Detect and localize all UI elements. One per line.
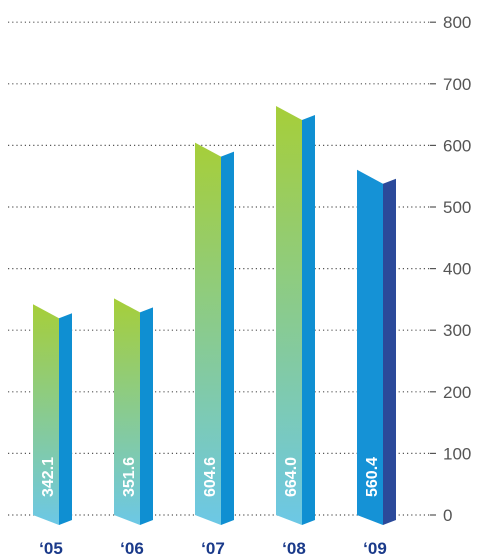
category-label: ‘09 xyxy=(363,539,387,558)
bar-side xyxy=(383,178,396,526)
bar-front xyxy=(114,298,140,525)
data-label: 560.4 xyxy=(364,457,381,497)
bar-side xyxy=(221,151,234,525)
y-tick-label: 800 xyxy=(443,13,471,32)
bar-side xyxy=(140,307,153,525)
y-tick-label: 0 xyxy=(443,506,452,525)
y-tick-label: 500 xyxy=(443,198,471,217)
category-label: ‘05 xyxy=(39,539,63,558)
y-tick-label: 400 xyxy=(443,260,471,279)
category-label: ‘08 xyxy=(282,539,306,558)
y-tick-label: 700 xyxy=(443,75,471,94)
data-label: 664.0 xyxy=(283,457,300,497)
y-tick-label: 300 xyxy=(443,321,471,340)
data-label: 342.1 xyxy=(40,457,57,497)
y-tick-label: 200 xyxy=(443,383,471,402)
data-label: 351.6 xyxy=(121,457,138,497)
bar-side xyxy=(302,114,315,525)
category-label: ‘06 xyxy=(120,539,144,558)
category-label: ‘07 xyxy=(201,539,225,558)
bars xyxy=(33,105,396,526)
y-tick-label: 100 xyxy=(443,444,471,463)
bar-front xyxy=(33,304,59,525)
y-tick-label: 600 xyxy=(443,136,471,155)
bar-side xyxy=(59,313,72,525)
bar-front xyxy=(357,169,383,526)
bar-front xyxy=(276,105,302,525)
labels: 0 100 200 300 400 500 600 700 800 342.1 ‘05 351.6 ‘0… xyxy=(39,13,471,558)
bar-front xyxy=(195,142,221,525)
data-label: 604.6 xyxy=(202,457,219,497)
